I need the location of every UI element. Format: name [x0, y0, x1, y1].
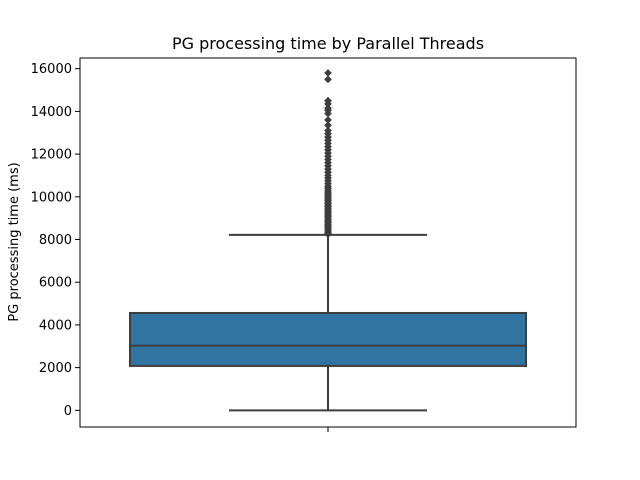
outlier-point: [324, 126, 332, 135]
y-tick-label: 14000: [31, 105, 72, 120]
outlier-point: [324, 104, 332, 113]
y-axis: 0 2000 4000 6000 8000 10000 12000 14000 16000: [31, 62, 80, 419]
y-tick-label: 16000: [31, 62, 72, 77]
y-tick-label: 2000: [39, 361, 72, 376]
outlier-point: [324, 68, 332, 77]
y-axis-label: PG processing time (ms): [7, 162, 22, 321]
plot-area: 0 2000 4000 6000 8000 10000 12000 14000 16000: [31, 57, 577, 432]
outlier-point: [324, 115, 332, 124]
y-tick-label: 12000: [31, 148, 72, 163]
y-tick-label: 8000: [39, 233, 72, 248]
outlier-point: [324, 75, 332, 84]
outlier-point: [324, 96, 332, 105]
y-tick-label: 4000: [39, 318, 72, 333]
box-group: [129, 233, 527, 412]
y-tick-label: 6000: [39, 276, 72, 291]
interquartile-box: [129, 311, 527, 367]
outliers: [324, 68, 332, 239]
outlier-point: [324, 121, 332, 130]
y-tick-label: 10000: [31, 190, 72, 205]
chart-title: PG processing time by Parallel Threads: [172, 34, 484, 53]
y-tick-label: 0: [64, 404, 72, 419]
